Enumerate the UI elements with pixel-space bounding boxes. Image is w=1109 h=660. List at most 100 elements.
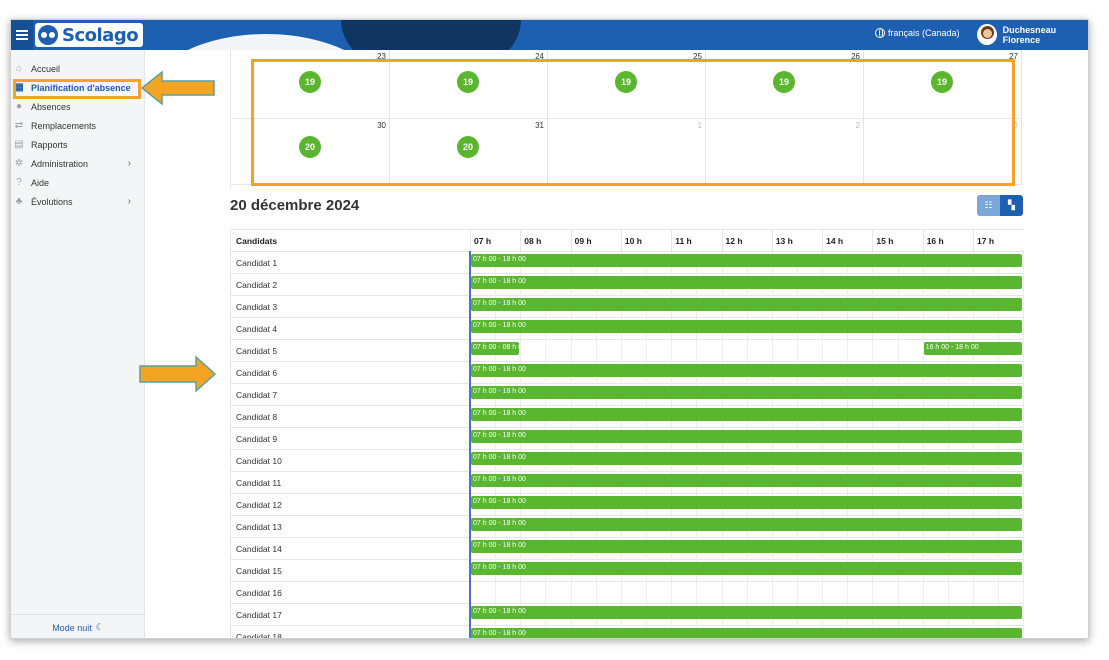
sprout-icon: ♣ [15,195,23,207]
calendar-day-cell[interactable]: 31 20 [390,119,548,185]
table-row[interactable]: Candidat 8 07 h 00 - 18 h 00 [231,406,1025,428]
table-row[interactable]: Candidat 14 07 h 00 - 18 h 00 [231,538,1025,560]
calendar-day-cell[interactable]: 26 19 [706,50,864,119]
sidebar-item-label: Rapports [31,139,68,150]
availability-slot[interactable]: 07 h 00 - 18 h 00 [471,540,1023,553]
help-icon: ? [16,176,22,188]
grid-line [1023,296,1025,318]
candidate-name: Candidat 16 [236,588,282,598]
availability-slot[interactable]: 07 h 00 - 18 h 00 [471,320,1023,333]
grid-line [847,582,849,604]
hour-column-header: 14 h [822,230,872,252]
candidate-name: Candidat 2 [236,280,278,290]
grid-line [721,582,723,604]
table-row[interactable]: Candidat 16 [231,582,1025,604]
menu-toggle-button[interactable] [11,20,33,50]
view-switcher: ☷ ▚ [977,195,1023,216]
table-row[interactable]: Candidat 18 07 h 00 - 18 h 00 [231,626,1025,638]
availability-slot[interactable]: 07 h 00 - 18 h 00 [471,562,1023,575]
table-row[interactable]: Candidat 17 07 h 00 - 18 h 00 [231,604,1025,626]
arrow-pointing-candidate-annotation [139,355,217,393]
table-row[interactable]: Candidat 1 07 h 00 - 18 h 00 [231,252,1025,274]
availability-slot[interactable]: 07 h 00 - 08 h 00 [471,342,520,355]
sidebar-item-4[interactable]: ▤ Rapports [11,135,145,154]
month-calendar: 23 19 24 19 25 19 26 19 27 19 30 20 31 20 1 2 3 [230,50,1024,188]
table-row[interactable]: Candidat 13 07 h 00 - 18 h 00 [231,516,1025,538]
list-view-button[interactable]: ☷ [977,195,1000,216]
availability-count-badge[interactable]: 19 [931,71,953,93]
sidebar-item-3[interactable]: ⇄ Remplacements [11,116,145,135]
table-row[interactable]: Candidat 4 07 h 00 - 18 h 00 [231,318,1025,340]
grid-line [872,582,874,604]
owl-logo-icon [38,25,58,45]
night-mode-toggle[interactable]: Mode nuit ☾ [11,614,145,638]
availability-count-badge[interactable]: 19 [773,71,795,93]
language-selector[interactable]: français (Canada) [875,28,960,38]
availability-count-badge[interactable]: 20 [457,136,479,158]
sidebar: ⌂ Accueil ▦ Planification d'absence ● Absence… [11,50,145,638]
swap-icon: ⇄ [14,119,24,131]
calendar-day-cell[interactable]: 23 19 [232,50,390,119]
table-row[interactable]: Candidat 7 07 h 00 - 18 h 00 [231,384,1025,406]
availability-count-badge[interactable]: 20 [299,136,321,158]
sidebar-item-label: Évolutions [31,196,73,207]
availability-slot[interactable]: 07 h 00 - 18 h 00 [471,386,1023,399]
availability-slot[interactable]: 07 h 00 - 18 h 00 [471,276,1023,289]
table-row[interactable]: Candidat 10 07 h 00 - 18 h 00 [231,450,1025,472]
calendar-day-cell[interactable]: 30 20 [232,119,390,185]
calendar-day-cell[interactable]: 3 [864,119,1022,185]
availability-slot[interactable]: 07 h 00 - 18 h 00 [471,606,1023,619]
table-row[interactable]: Candidat 9 07 h 00 - 18 h 00 [231,428,1025,450]
candidate-name: Candidat 13 [236,522,282,532]
table-row[interactable]: Candidat 3 07 h 00 - 18 h 00 [231,296,1025,318]
grid-line [771,340,773,362]
availability-slot[interactable]: 07 h 00 - 18 h 00 [471,518,1023,531]
candidate-name: Candidat 7 [236,390,278,400]
chevron-right-icon: › [127,196,131,207]
availability-slot[interactable]: 07 h 00 - 18 h 00 [471,430,1023,443]
availability-slot[interactable]: 07 h 00 - 18 h 00 [471,408,1023,421]
sidebar-item-label: Aide [31,177,50,188]
availability-slot[interactable]: 07 h 00 - 18 h 00 [471,496,1023,509]
hour-column-header: 12 h [721,230,772,252]
calendar-day-cell[interactable]: 25 19 [548,50,706,119]
calendar-day-cell[interactable]: 2 [706,119,864,185]
hour-column-header: 17 h [973,230,1023,252]
hour-column-header: 08 h [520,230,570,252]
table-row[interactable]: Candidat 11 07 h 00 - 18 h 00 [231,472,1025,494]
availability-count-badge[interactable]: 19 [457,71,479,93]
availability-slot[interactable]: 07 h 00 - 18 h 00 [471,298,1023,311]
availability-slot[interactable]: 07 h 00 - 18 h 00 [471,254,1023,267]
sidebar-item-5[interactable]: ✲ Administration › [11,154,145,173]
grid-line [771,582,773,604]
calendar-day-cell[interactable]: 27 19 [864,50,1022,119]
availability-slot[interactable]: 07 h 00 - 18 h 00 [471,628,1023,638]
table-row[interactable]: Candidat 6 07 h 00 - 18 h 00 [231,362,1025,384]
app-logo[interactable]: Scolago [35,23,143,47]
table-row[interactable]: Candidat 2 07 h 00 - 18 h 00 [231,274,1025,296]
sidebar-item-0[interactable]: ⌂ Accueil [11,59,145,78]
availability-slot[interactable]: 07 h 00 - 18 h 00 [471,452,1023,465]
grid-line [495,582,497,604]
user-name: Duchesneau Florence [1002,24,1057,45]
table-row[interactable]: Candidat 15 07 h 00 - 18 h 00 [231,560,1025,582]
availability-count-badge[interactable]: 19 [299,71,321,93]
sidebar-item-label: Administration [31,158,89,169]
grid-line [947,582,949,604]
table-row[interactable]: Candidat 5 07 h 00 - 08 h 00 16 h 00 - 18 … [231,340,1025,362]
availability-slot[interactable]: 07 h 00 - 18 h 00 [471,474,1023,487]
sidebar-item-2[interactable]: ● Absences [11,97,145,116]
calendar-day-number: 31 [535,121,544,130]
sidebar-item-label: Planification d'absence [31,82,131,93]
sidebar-item-1[interactable]: ▦ Planification d'absence [11,78,145,97]
availability-slot[interactable]: 16 h 00 - 18 h 00 [923,342,1023,355]
calendar-day-cell[interactable]: 24 19 [390,50,548,119]
user-menu[interactable]: Duchesneau Florence [977,24,1088,45]
sidebar-item-6[interactable]: ? Aide [11,173,145,192]
table-row[interactable]: Candidat 12 07 h 00 - 18 h 00 [231,494,1025,516]
timeline-view-button[interactable]: ▚ [1000,195,1023,216]
availability-slot[interactable]: 07 h 00 - 18 h 00 [471,364,1023,377]
availability-count-badge[interactable]: 19 [615,71,637,93]
sidebar-item-7[interactable]: ♣ Évolutions › [11,192,145,211]
calendar-day-cell[interactable]: 1 [548,119,706,185]
